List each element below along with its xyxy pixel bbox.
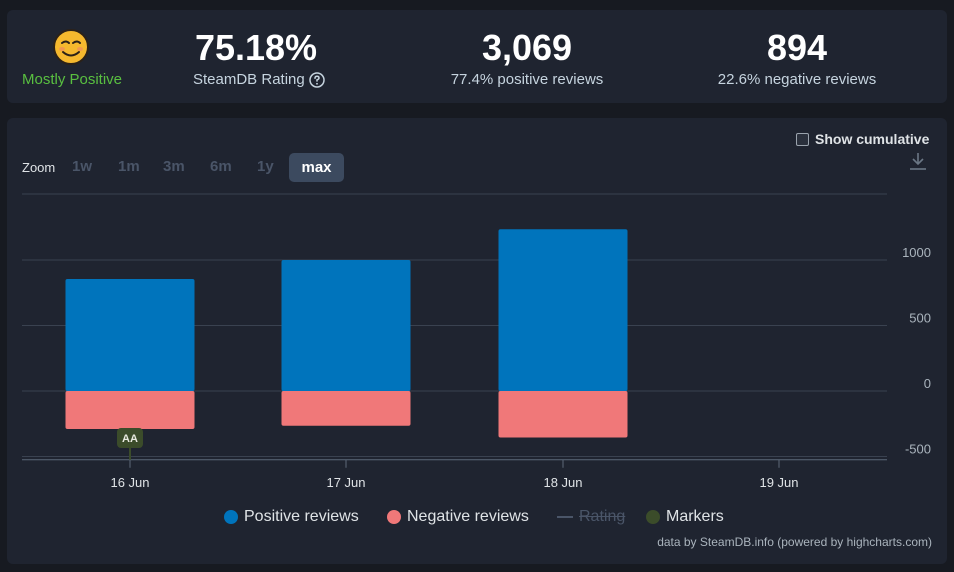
legend-markers[interactable]: Markers — [646, 508, 724, 526]
legend-positive-swatch — [224, 510, 238, 524]
positive-bar — [498, 229, 628, 391]
chart-credit: data by SteamDB.info (powered by highcha… — [657, 535, 932, 549]
x-tick-label: 18 Jun — [543, 475, 582, 490]
rating-label: Mostly Positive — [21, 71, 123, 88]
x-tick-label: 16 Jun — [110, 475, 149, 490]
y-tick-label: 1000 — [902, 245, 931, 260]
smiling-face-icon — [53, 29, 89, 65]
rating-summary-panel — [7, 10, 947, 103]
question-circle-icon[interactable] — [308, 71, 325, 88]
negative-bar — [65, 391, 195, 429]
x-tick-label: 19 Jun — [759, 475, 798, 490]
cumulative-checkbox[interactable] — [796, 132, 809, 146]
legend-markers-swatch — [646, 510, 660, 524]
legend-negative-swatch — [387, 510, 401, 524]
legend-positive[interactable]: Positive reviews — [224, 508, 359, 526]
positive-label: 77.4% positive reviews — [450, 71, 604, 88]
marker-badge — [117, 428, 143, 448]
score-label: SteamDB Rating — [193, 71, 305, 88]
legend-rating-label: Rating — [579, 508, 626, 525]
zoom-1m-button[interactable]: 1m — [118, 158, 140, 175]
marker-label: AA — [122, 433, 138, 445]
zoom-1w-button[interactable]: 1w — [72, 158, 93, 175]
positive-count: 3,069 — [481, 27, 573, 68]
show-cumulative-toggle[interactable]: Show cumulative — [796, 131, 929, 147]
zoom-3m-button[interactable]: 3m — [163, 158, 185, 175]
cumulative-label: Show cumulative — [815, 131, 930, 147]
score-caption: SteamDB Rating — [193, 71, 325, 88]
legend-positive-label: Positive reviews — [244, 508, 359, 525]
y-tick-label: 500 — [909, 311, 931, 326]
positive-bar — [65, 278, 195, 391]
legend-negative[interactable]: Negative reviews — [387, 508, 529, 526]
zoom-1y-button[interactable]: 1y — [257, 158, 274, 175]
negative-bar — [281, 391, 411, 426]
negative-bar — [498, 391, 628, 438]
negative-label: 22.6% negative reviews — [717, 71, 877, 88]
legend-rating[interactable]: Rating — [557, 508, 625, 526]
y-tick-label: -500 — [905, 442, 931, 457]
zoom-max-button[interactable]: max — [289, 153, 344, 182]
download-icon[interactable] — [907, 150, 929, 172]
x-tick-label: 17 Jun — [326, 475, 365, 490]
negative-count: 894 — [766, 27, 828, 68]
zoom-6m-button[interactable]: 6m — [210, 158, 232, 175]
positive-bar — [281, 260, 411, 391]
steamdb-score: 75.18% — [194, 27, 318, 68]
y-tick-label: 0 — [924, 376, 931, 391]
zoom-label: Zoom — [22, 160, 56, 175]
legend-markers-label: Markers — [666, 508, 724, 525]
legend-negative-label: Negative reviews — [407, 508, 529, 525]
legend-rating-swatch — [557, 516, 573, 518]
